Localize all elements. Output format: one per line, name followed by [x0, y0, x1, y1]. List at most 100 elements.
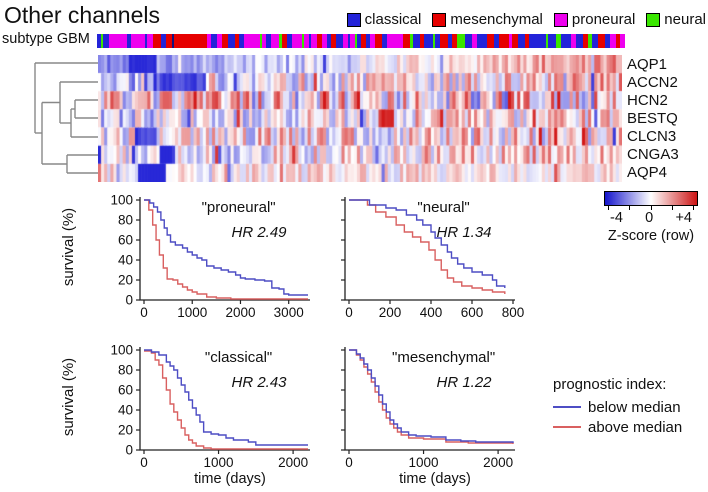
subtype-segment — [335, 34, 343, 48]
svg-text:1000: 1000 — [409, 455, 439, 470]
subtype-segment — [361, 34, 367, 48]
subtype-segment — [206, 34, 212, 48]
subtype-swatch-icon — [346, 12, 361, 27]
subtype-segment — [278, 34, 283, 48]
svg-text:time (days): time (days) — [399, 471, 471, 487]
subtype-segment — [472, 34, 477, 48]
subtype-legend-item: classical — [346, 11, 421, 28]
subtype-legend-item: mesenchymal — [432, 11, 543, 28]
subtype-segment — [369, 34, 376, 48]
subtype-segment — [547, 34, 557, 48]
subtype-legend-label: neural — [664, 11, 706, 28]
subtype-segment — [494, 34, 499, 48]
subtype-segment — [476, 34, 488, 48]
subtype-segment — [100, 34, 103, 48]
zscore-tick-zero: 0 — [645, 210, 654, 226]
subtype-segment — [366, 34, 370, 48]
subtype-segment — [410, 34, 413, 48]
svg-text:40: 40 — [118, 253, 133, 268]
zscore-gradient — [604, 191, 698, 206]
heatmap-row-label: AQP1 — [627, 55, 668, 73]
subtype-segment — [529, 34, 546, 48]
subtype-segment — [387, 34, 404, 48]
svg-text:80: 80 — [118, 213, 133, 228]
svg-text:1000: 1000 — [204, 455, 234, 470]
dendrogram — [34, 62, 98, 174]
subtype-segment — [127, 34, 131, 48]
zscore-colorbar: -4 0 +4 Z-score (row) — [604, 191, 698, 244]
zscore-tick-max: +4 — [675, 210, 692, 226]
subtype-segment — [260, 34, 263, 48]
subtype-segment — [108, 34, 128, 48]
svg-text:"classical": "classical" — [205, 349, 272, 366]
heatmap-row-label: AQP4 — [627, 164, 668, 182]
svg-text:0: 0 — [140, 455, 148, 470]
figure-title: Other channels — [4, 2, 160, 28]
subtype-segment — [598, 34, 606, 48]
subtype-segment — [217, 34, 222, 48]
heatmap-row-label: CNGA3 — [627, 146, 679, 164]
svg-text:400: 400 — [420, 305, 443, 320]
subtype-segment — [317, 34, 322, 48]
svg-text:200: 200 — [379, 305, 402, 320]
subtype-segment — [545, 34, 548, 48]
subtype-segment — [227, 34, 235, 48]
subtype-segment — [382, 34, 388, 48]
svg-text:2000: 2000 — [225, 305, 255, 320]
svg-text:0: 0 — [345, 305, 353, 320]
svg-text:HR 1.34: HR 1.34 — [436, 224, 491, 241]
subtype-segment — [302, 34, 305, 48]
svg-text:"mesenchymal": "mesenchymal" — [392, 349, 495, 366]
subtype-legend-label: mesenchymal — [450, 11, 543, 28]
subtype-segment — [239, 34, 244, 48]
svg-text:0: 0 — [125, 443, 133, 458]
subtype-segment — [211, 34, 218, 48]
subtype-segment — [615, 34, 621, 48]
subtype-segment — [342, 34, 348, 48]
subtype-segment — [556, 34, 561, 48]
svg-text:80: 80 — [118, 363, 133, 378]
subtype-segment — [161, 34, 166, 48]
heatmap-row-label: ACCN2 — [627, 73, 678, 91]
below-median-label: below median — [588, 398, 681, 416]
zscore-tick-labels: -4 0 +4 — [604, 210, 698, 226]
svg-text:HR 1.22: HR 1.22 — [436, 374, 492, 391]
zscore-ticks — [604, 206, 698, 210]
heatmap-row-labels: AQP1 ACCN2 HCN2 BESTQ CLCN3 CNGA3 AQP4 — [627, 55, 679, 182]
svg-text:60: 60 — [118, 383, 133, 398]
subtype-segment — [243, 34, 261, 48]
subtype-segment — [221, 34, 228, 48]
subtype-segment — [331, 34, 336, 48]
svg-text:100: 100 — [110, 343, 133, 358]
subtype-segment — [412, 34, 420, 48]
subtype-segment — [311, 34, 318, 48]
subtype-segment — [347, 34, 350, 48]
below-median-line — [553, 406, 581, 408]
subtype-legend-item: proneural — [553, 11, 635, 28]
subtype-segment — [582, 34, 588, 48]
svg-text:20: 20 — [118, 273, 133, 288]
subtype-segment — [270, 34, 279, 48]
svg-text:"neural": "neural" — [417, 199, 469, 216]
svg-text:0: 0 — [125, 293, 133, 308]
prognostic-legend-title: prognostic index: — [553, 376, 667, 393]
subtype-segment — [354, 34, 357, 48]
subtype-segment — [321, 34, 327, 48]
subtype-segment — [375, 34, 383, 48]
zscore-label: Z-score (row) — [607, 228, 695, 244]
subtype-segment — [511, 34, 518, 48]
svg-text:0: 0 — [140, 305, 148, 320]
heatmap-row-label: CLCN3 — [627, 128, 677, 146]
subtype-segment — [286, 34, 292, 48]
subtype-segment — [102, 34, 109, 48]
subtype-segment — [349, 34, 355, 48]
subtype-segment — [509, 34, 512, 48]
svg-text:2000: 2000 — [278, 455, 308, 470]
above-median-line — [553, 426, 581, 428]
subtype-swatch-icon — [553, 12, 568, 27]
svg-text:1000: 1000 — [177, 305, 207, 320]
subtype-segment — [304, 34, 310, 48]
svg-text:0: 0 — [345, 455, 353, 470]
subtype-segment — [609, 34, 616, 48]
